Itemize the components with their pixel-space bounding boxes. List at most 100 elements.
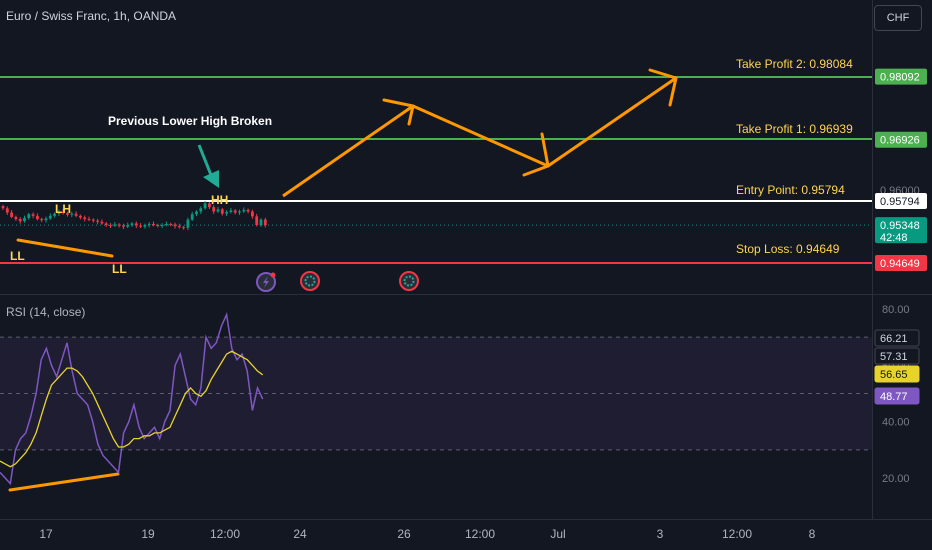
time-axis-tick: 12:00 xyxy=(465,527,495,541)
candle[interactable] xyxy=(238,211,241,213)
candle[interactable] xyxy=(242,209,246,212)
candle[interactable] xyxy=(190,214,194,220)
time-axis-tick: 3 xyxy=(657,527,664,541)
price-tag-value: 0.95348 xyxy=(880,220,920,232)
candle[interactable] xyxy=(27,214,31,219)
candle[interactable] xyxy=(14,216,18,220)
candle[interactable] xyxy=(1,206,5,209)
candle[interactable] xyxy=(31,214,35,216)
take-profit-2-label: Take Profit 2: 0.98084 xyxy=(736,57,853,71)
candle[interactable] xyxy=(169,223,173,225)
candle[interactable] xyxy=(177,226,181,228)
candle[interactable] xyxy=(10,212,13,217)
candle[interactable] xyxy=(83,217,87,220)
projection-arrow-path[interactable] xyxy=(282,76,677,198)
candle[interactable] xyxy=(203,203,207,209)
time-axis-tick: 19 xyxy=(141,527,155,541)
candle[interactable] xyxy=(165,223,168,226)
arrow-head xyxy=(522,132,550,177)
candle[interactable] xyxy=(104,223,108,226)
price-trendline[interactable] xyxy=(16,238,114,258)
time-axis-tick: 24 xyxy=(293,527,307,541)
event-icon-ring xyxy=(399,271,419,291)
candle[interactable] xyxy=(156,225,160,227)
rsi-value-tag-text: 57.31 xyxy=(880,351,908,363)
candle[interactable] xyxy=(109,225,112,227)
callout-arrow-icon xyxy=(203,170,219,188)
candle[interactable] xyxy=(70,213,74,215)
rsi-line[interactable] xyxy=(0,311,264,486)
candle[interactable] xyxy=(126,225,130,227)
candle[interactable] xyxy=(79,215,82,218)
candle[interactable] xyxy=(143,225,147,227)
candle[interactable] xyxy=(57,211,61,214)
candle[interactable] xyxy=(199,208,203,212)
entry-label: Entry Point: 0.95794 xyxy=(736,183,845,197)
candle[interactable] xyxy=(96,220,99,222)
candle[interactable] xyxy=(212,207,216,212)
candle[interactable] xyxy=(74,213,78,216)
price-tag xyxy=(875,217,927,244)
candle[interactable] xyxy=(216,209,220,212)
economic-event-icon[interactable] xyxy=(300,271,320,291)
candle[interactable] xyxy=(251,211,254,217)
candle[interactable] xyxy=(122,225,125,227)
candle[interactable] xyxy=(186,219,190,228)
candle[interactable] xyxy=(255,216,259,226)
candle[interactable] xyxy=(225,212,228,214)
candle[interactable] xyxy=(160,225,164,227)
candle[interactable] xyxy=(100,221,104,224)
rsi-axis-tick: 40.00 xyxy=(882,417,910,429)
calendar-event-icon xyxy=(304,275,316,287)
candle[interactable] xyxy=(182,227,185,229)
candle[interactable] xyxy=(113,224,117,226)
rsi-value-tag xyxy=(874,329,920,347)
candle[interactable] xyxy=(36,215,39,220)
candle[interactable] xyxy=(173,224,177,227)
price-tag xyxy=(875,193,927,209)
candle[interactable] xyxy=(208,203,211,208)
headline-annotation: Previous Lower High Broken xyxy=(108,114,272,128)
candle[interactable] xyxy=(23,218,26,222)
candle[interactable] xyxy=(130,223,134,226)
candle[interactable] xyxy=(5,208,9,213)
callout-arrow-shaft xyxy=(197,144,213,176)
candle[interactable] xyxy=(18,219,22,222)
price-tag xyxy=(875,131,927,148)
economic-event-icon[interactable] xyxy=(399,271,419,291)
candle[interactable] xyxy=(40,219,44,221)
candle[interactable] xyxy=(134,223,138,226)
candle[interactable] xyxy=(147,223,151,226)
candle[interactable] xyxy=(220,209,224,214)
candle[interactable] xyxy=(263,219,267,226)
candle[interactable] xyxy=(87,219,91,221)
rsi-trendline[interactable] xyxy=(8,472,120,492)
price-tag-value: 0.95794 xyxy=(880,196,920,208)
candle[interactable] xyxy=(66,213,69,215)
candle[interactable] xyxy=(259,219,263,226)
candle[interactable] xyxy=(91,219,95,221)
stop-loss-label: Stop Loss: 0.94649 xyxy=(736,242,840,256)
rsi-value-tag xyxy=(874,347,920,365)
candle[interactable] xyxy=(233,210,237,213)
candle[interactable] xyxy=(44,218,48,221)
symbol-title: Euro / Swiss Franc, 1h, OANDA xyxy=(6,9,177,23)
candle[interactable] xyxy=(53,213,56,216)
candle[interactable] xyxy=(48,215,52,219)
dividend-event-icon[interactable] xyxy=(256,272,276,292)
candle[interactable] xyxy=(195,211,198,215)
candle[interactable] xyxy=(61,211,65,214)
rsi-legend-label[interactable]: RSI (14, close) xyxy=(6,305,86,319)
candle[interactable] xyxy=(139,225,142,227)
rsi-ma-line[interactable] xyxy=(0,350,264,468)
candle[interactable] xyxy=(117,224,121,226)
candle[interactable] xyxy=(229,210,233,213)
currency-button[interactable]: CHF xyxy=(874,5,922,31)
candle[interactable] xyxy=(152,223,155,226)
time-axis-tick: Jul xyxy=(550,527,565,541)
lightning-icon xyxy=(263,276,269,288)
rsi-value-tag-text: 48.77 xyxy=(880,391,908,403)
rsi-value-tag-text: 66.21 xyxy=(880,333,908,345)
candle[interactable] xyxy=(246,209,250,212)
